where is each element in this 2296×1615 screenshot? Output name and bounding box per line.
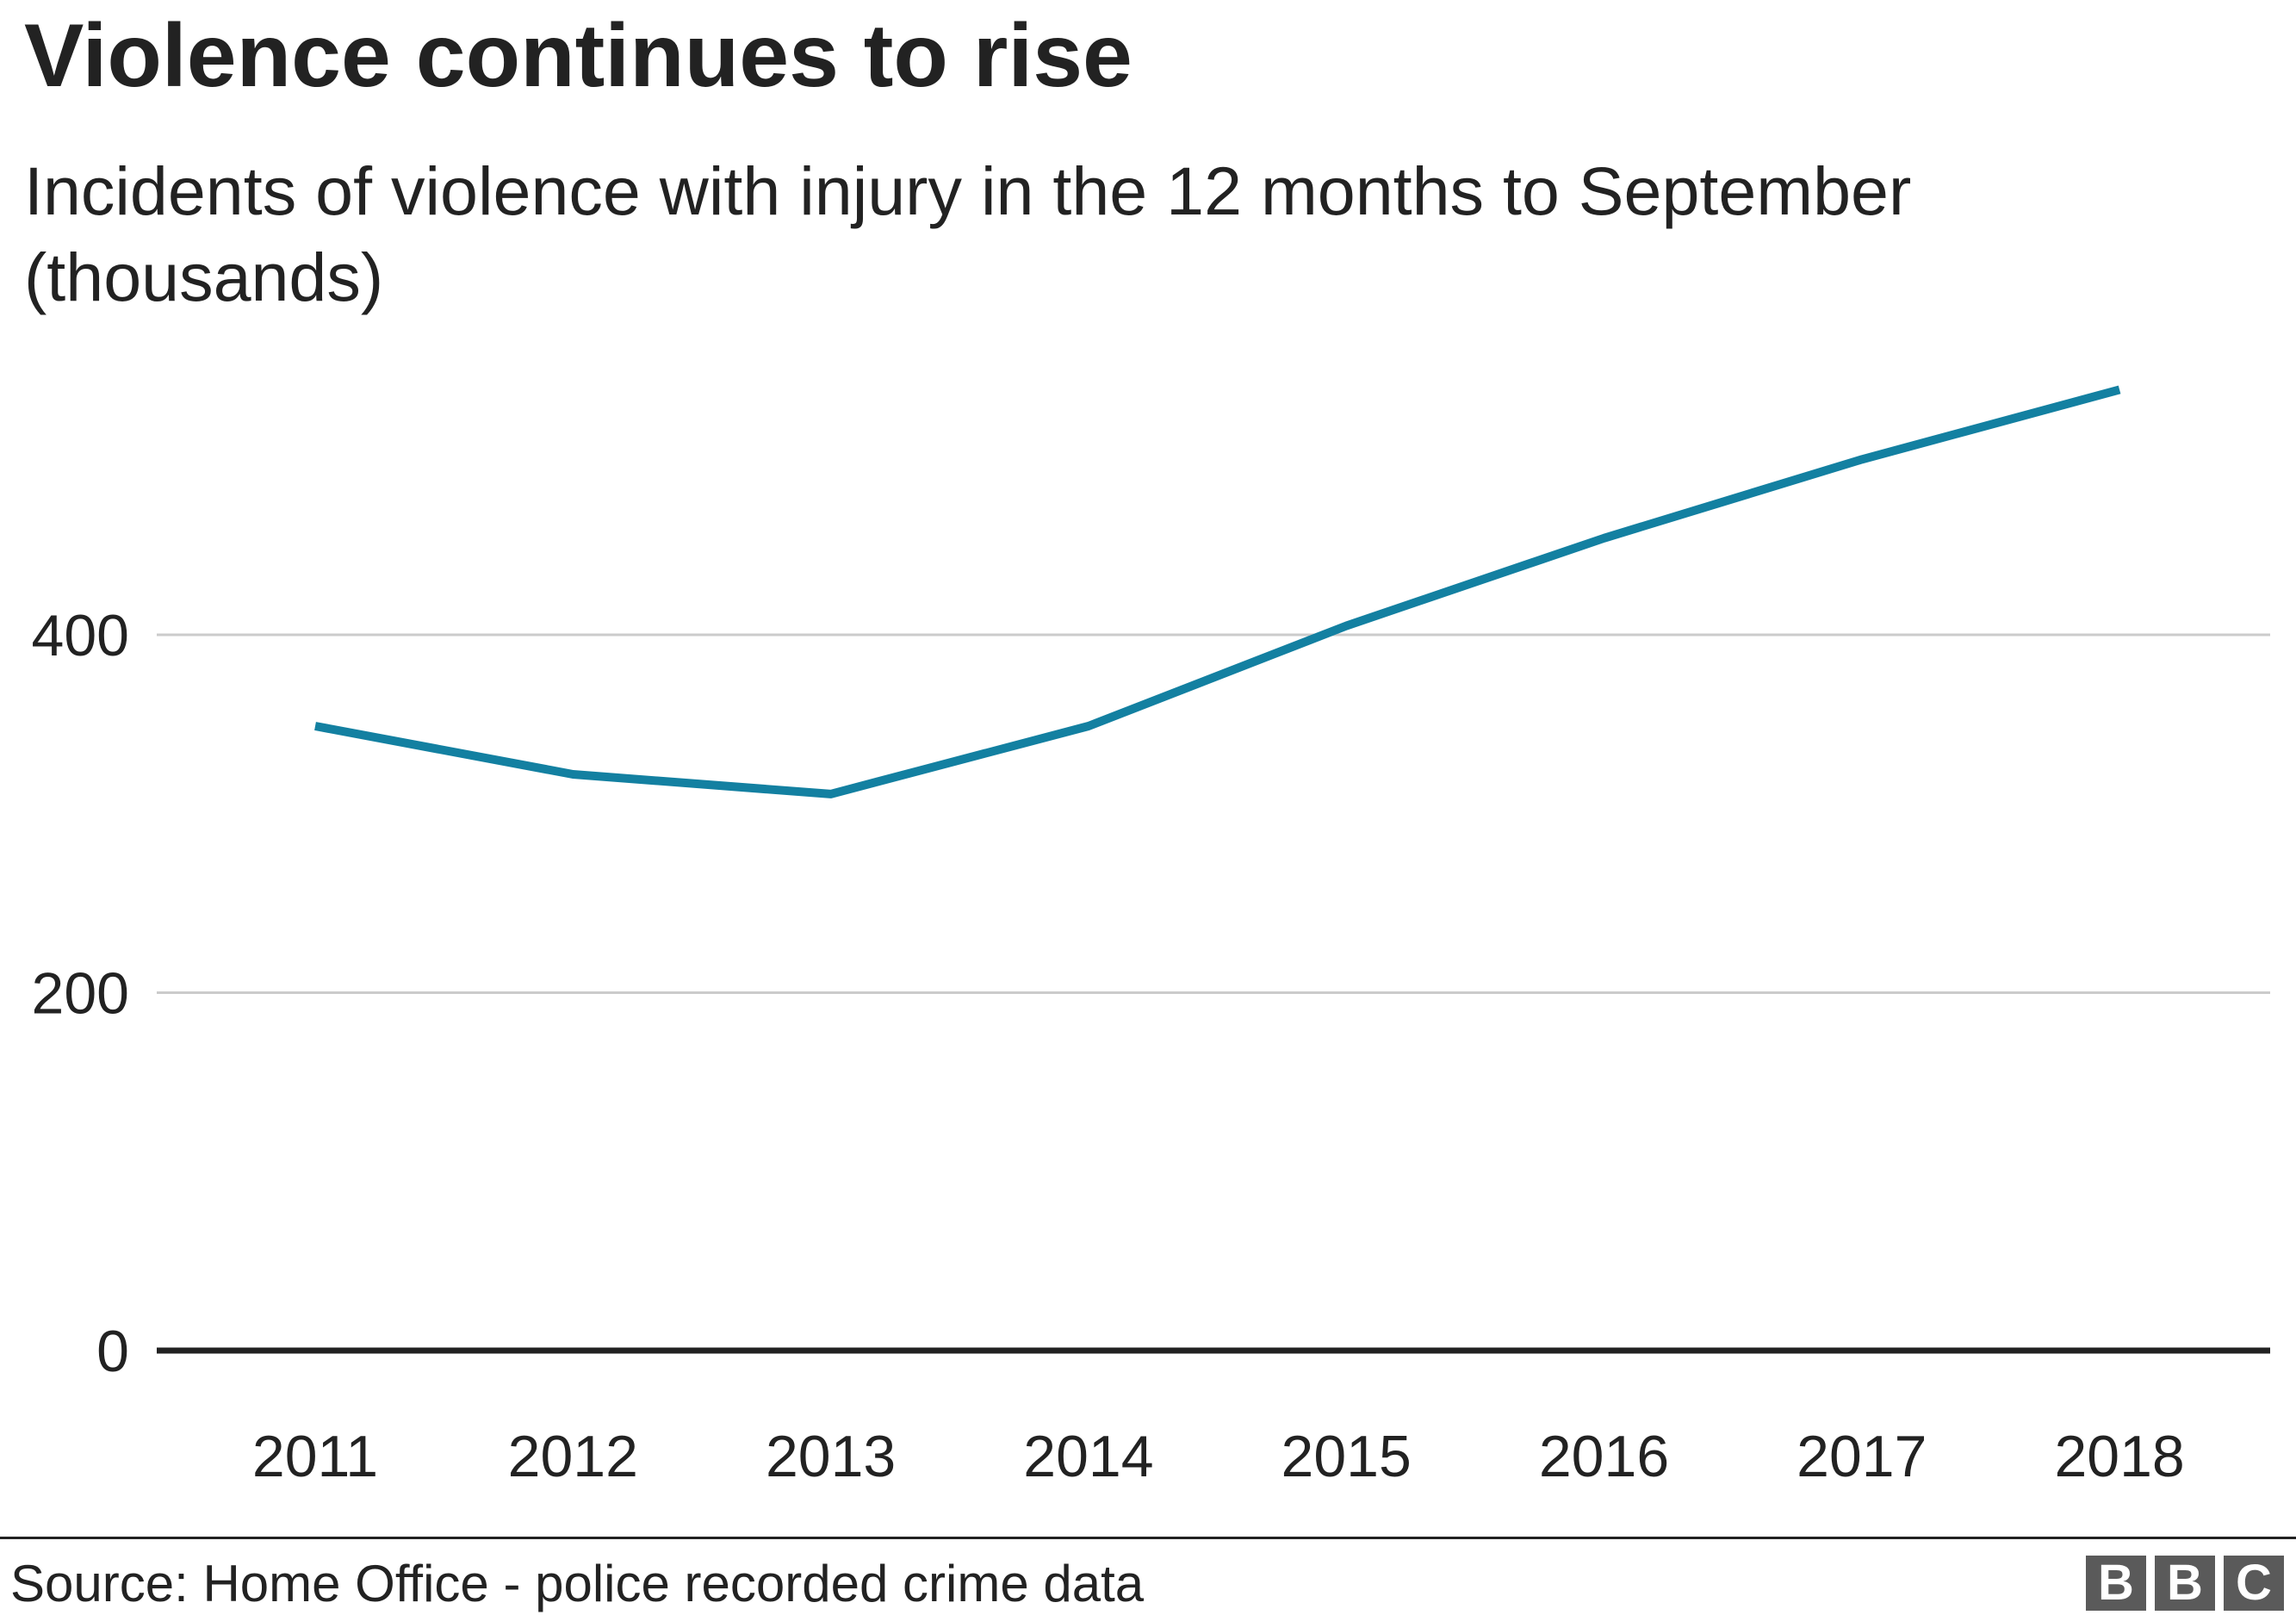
bbc-logo-letter-c: C bbox=[2224, 1556, 2284, 1611]
x-tick-label-2016: 2016 bbox=[1539, 1424, 1669, 1489]
x-tick-label-2018: 2018 bbox=[2054, 1424, 2184, 1489]
data-point-2013 bbox=[827, 790, 835, 798]
x-tick-label-2014: 2014 bbox=[1023, 1424, 1153, 1489]
x-tick-label-2013: 2013 bbox=[766, 1424, 896, 1489]
bbc-logo-letter-b1: B bbox=[2086, 1556, 2146, 1611]
bbc-logo-letter-b2: B bbox=[2155, 1556, 2215, 1611]
x-tick-label-2015: 2015 bbox=[1281, 1424, 1412, 1489]
gridlines bbox=[157, 633, 2270, 994]
x-tick-label-2012: 2012 bbox=[508, 1424, 638, 1489]
footer-divider bbox=[0, 1537, 2296, 1539]
data-point-2015 bbox=[1342, 622, 1350, 630]
y-axis-ticks: 0 200 400 bbox=[32, 603, 129, 1384]
series-layer bbox=[157, 385, 2270, 1354]
chart-subtitle: Incidents of violence with injury in the… bbox=[24, 152, 1912, 315]
x-axis-ticks: 2011 2012 2013 2014 2015 2016 2017 2018 bbox=[252, 1424, 2185, 1489]
x-tick-label-2011: 2011 bbox=[252, 1424, 378, 1489]
data-point-2017 bbox=[1858, 455, 1866, 463]
y-tick-label-400: 400 bbox=[32, 603, 129, 668]
data-point-2014 bbox=[1084, 722, 1093, 730]
data-point-2016 bbox=[1600, 534, 1609, 543]
y-tick-label-0: 0 bbox=[96, 1319, 129, 1384]
y-tick-label-200: 200 bbox=[32, 961, 129, 1027]
chart-title: Violence continues to rise bbox=[24, 6, 1132, 106]
source-note: Source: Home Office - police recorded cr… bbox=[10, 1555, 1145, 1612]
bbc-logo: B B C bbox=[2086, 1556, 2284, 1611]
x-tick-label-2017: 2017 bbox=[1796, 1424, 1927, 1489]
data-point-2011 bbox=[311, 722, 320, 730]
series-line-0 bbox=[314, 385, 2121, 798]
data-point-2012 bbox=[568, 770, 577, 779]
data-point-2018 bbox=[2115, 385, 2124, 394]
